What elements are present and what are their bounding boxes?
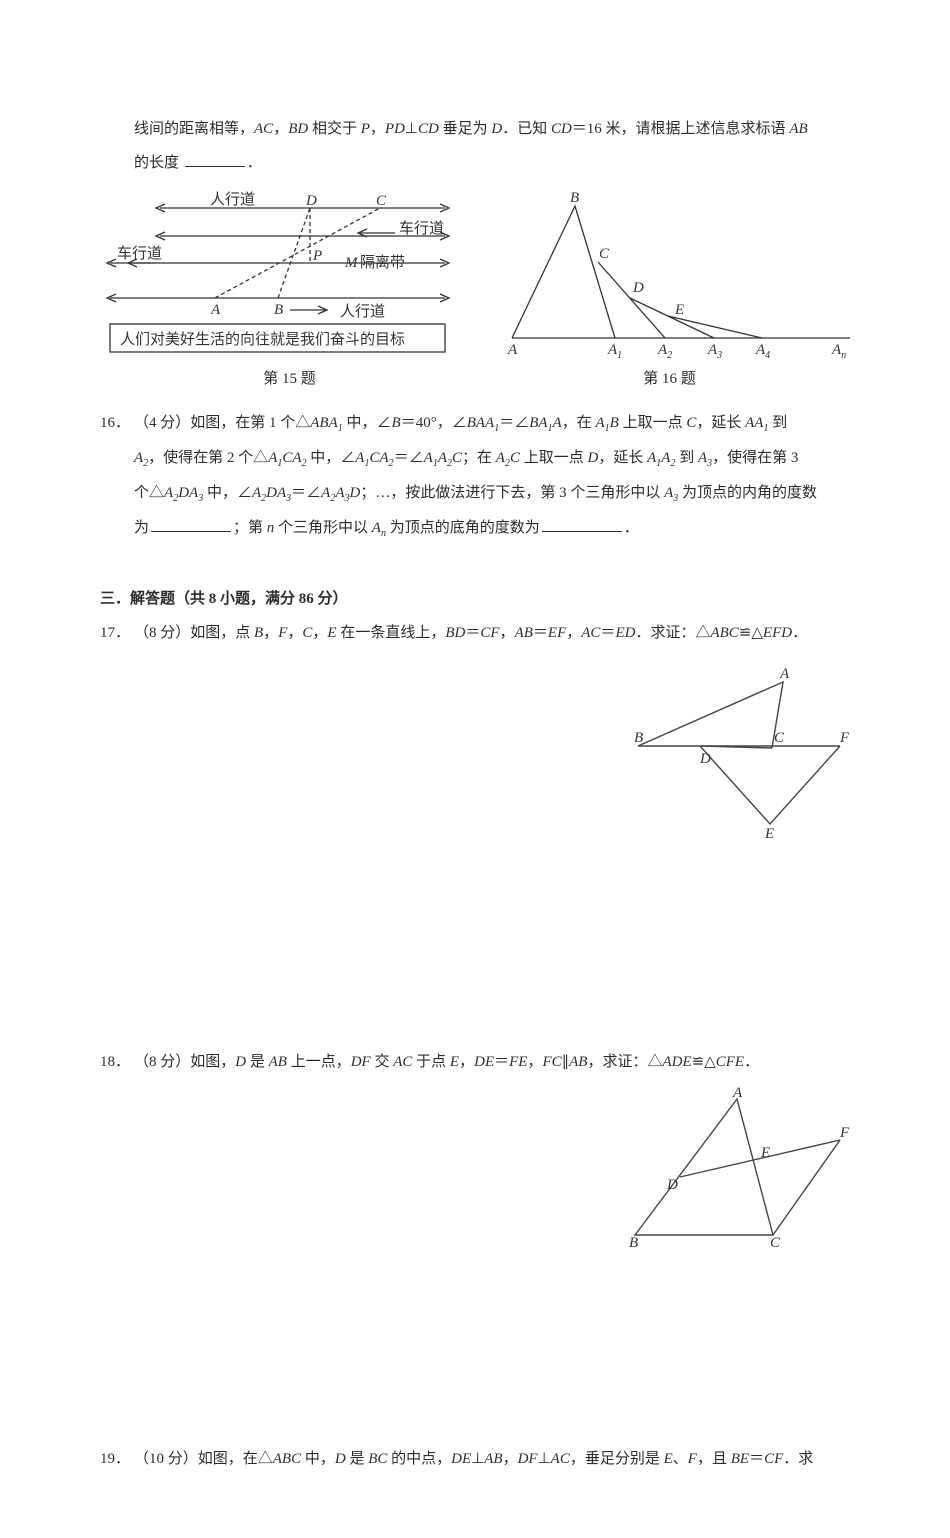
- svg-text:F: F: [839, 1125, 850, 1141]
- q15-text-line2: 的长度 ．: [100, 148, 860, 178]
- q18-text: 18．（8 分）如图，D 是 AB 上一点，DF 交 AC 于点 E，DE＝FE…: [100, 1047, 860, 1077]
- t: AB: [789, 121, 807, 137]
- svg-text:D: D: [666, 1177, 678, 1193]
- q16-number: 16．: [100, 408, 134, 438]
- svg-text:C: C: [774, 730, 785, 746]
- q16-line4: 为；第 n 个三角形中以 An 为顶点的底角的度数为．: [100, 513, 860, 544]
- fill-blank: [185, 151, 245, 167]
- q19-text: 19．（10 分）如图，在△ABC 中，D 是 BC 的中点，DE⊥AB，DF⊥…: [100, 1444, 860, 1474]
- svg-text:D: D: [699, 751, 711, 767]
- lbl: C: [376, 193, 387, 209]
- svg-text:A3: A3: [707, 342, 722, 360]
- svg-text:B: B: [570, 190, 579, 206]
- t: CD: [418, 121, 439, 137]
- q19-number: 19．: [100, 1444, 134, 1474]
- q18-number: 18．: [100, 1047, 134, 1077]
- lbl: 人行道: [340, 303, 385, 320]
- figure-captions: 第 15 题 第 16 题: [100, 364, 860, 394]
- svg-text:C: C: [599, 246, 610, 262]
- svg-text:E: E: [764, 826, 774, 842]
- svg-text:A: A: [779, 666, 790, 682]
- svg-text:B: B: [634, 730, 643, 746]
- t: PD: [385, 121, 405, 137]
- t: P: [361, 121, 370, 137]
- figure-18: A B C D E F: [625, 1085, 850, 1250]
- figure-16: A B C D E A1 A2 A3 A4 An: [500, 188, 860, 360]
- t: CD: [551, 121, 572, 137]
- t: ⊥: [405, 121, 418, 137]
- q17-text: 17．（8 分）如图，点 B，F，C，E 在一条直线上，BD＝CF，AB＝EF，…: [100, 618, 860, 648]
- lbl: P: [312, 248, 322, 264]
- figure-row-15-16: 人行道 车行道 车行道 M 隔离带 人行道 D C P A B 人们对美好生活的…: [100, 188, 860, 360]
- lbl: 车行道: [117, 245, 162, 262]
- svg-text:An: An: [831, 342, 846, 360]
- t: BD: [288, 121, 308, 137]
- lbl: 隔离带: [360, 254, 405, 271]
- svg-text:E: E: [760, 1145, 770, 1161]
- lbl: 车行道: [399, 220, 444, 237]
- svg-text:A1: A1: [607, 342, 622, 360]
- svg-text:A: A: [732, 1085, 743, 1101]
- figure-15: 人行道 车行道 车行道 M 隔离带 人行道 D C P A B 人们对美好生活的…: [100, 188, 458, 360]
- t: 相交于: [308, 121, 361, 137]
- svg-text:E: E: [674, 302, 684, 318]
- t: AC: [254, 121, 273, 137]
- q16-line1: 16．（4 分）如图，在第 1 个△ABA1 中，∠B＝40°，∠BAA1＝∠B…: [100, 408, 860, 439]
- q16-line3: 个△A2DA3 中，∠A2DA3＝∠A2A3D；…，按此做法进行下去，第 3 个…: [100, 478, 860, 509]
- lbl: 人行道: [210, 191, 255, 208]
- t: ，: [370, 121, 385, 137]
- svg-text:B: B: [629, 1235, 638, 1250]
- caption-fig15: 第 15 题: [111, 364, 469, 394]
- t: ．: [247, 155, 262, 171]
- q17-number: 17．: [100, 618, 134, 648]
- t: 的长度: [134, 155, 183, 171]
- t: 线间的距离相等，: [134, 121, 254, 137]
- fill-blank: [151, 516, 231, 532]
- section-3-heading: 三．解答题（共 8 小题，满分 86 分）: [100, 584, 860, 614]
- caption-fig16: 第 16 题: [490, 364, 850, 394]
- lbl: D: [305, 193, 317, 209]
- t: 垂足为: [439, 121, 492, 137]
- t: ．已知: [502, 121, 551, 137]
- t: ，: [273, 121, 288, 137]
- lbl: M: [344, 255, 359, 271]
- svg-text:C: C: [770, 1235, 781, 1250]
- svg-text:A2: A2: [657, 342, 672, 360]
- q16-line2: A2，使得在第 2 个△A1CA2 中，∠A1CA2＝∠A1A2C；在 A2C …: [100, 443, 860, 474]
- t: ＝16 米，请根据上述信息求标语: [572, 121, 790, 137]
- lbl: A: [210, 302, 221, 318]
- lbl: B: [274, 302, 283, 318]
- banner-text: 人们对美好生活的向往就是我们奋斗的目标: [120, 331, 405, 348]
- fill-blank: [542, 516, 622, 532]
- svg-text:D: D: [632, 280, 644, 296]
- q15-text-line1: 线间的距离相等，AC，BD 相交于 P，PD⊥CD 垂足为 D．已知 CD＝16…: [100, 114, 860, 144]
- figure-17: B A C D E F: [620, 658, 850, 843]
- svg-text:F: F: [839, 730, 850, 746]
- svg-text:A4: A4: [755, 342, 770, 360]
- t: D: [491, 121, 502, 137]
- svg-text:A: A: [507, 342, 518, 358]
- document-page: 线间的距离相等，AC，BD 相交于 P，PD⊥CD 垂足为 D．已知 CD＝16…: [0, 0, 950, 1538]
